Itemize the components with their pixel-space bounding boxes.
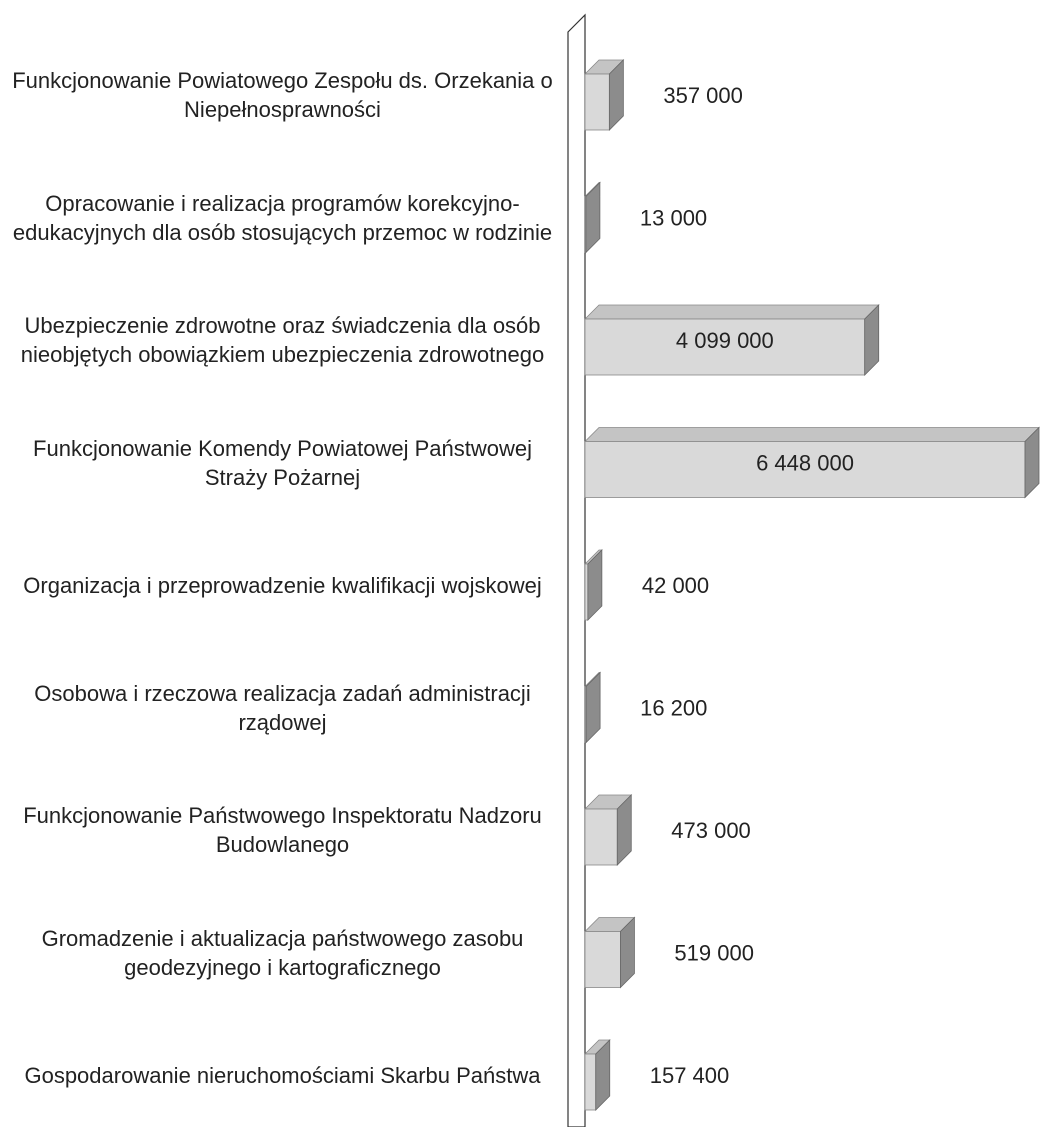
category-label: Gromadzenie i aktualizacja państwowego z… xyxy=(41,925,524,980)
category-label: Funkcjonowanie Komendy Powiatowej Państw… xyxy=(33,435,532,490)
value-label: 157 400 xyxy=(650,1063,730,1088)
bar-side xyxy=(595,1039,611,1111)
bar-side xyxy=(585,671,601,744)
bar xyxy=(584,808,618,866)
value-label: 357 000 xyxy=(663,83,743,108)
value-label: 519 000 xyxy=(674,940,754,965)
value-label: 13 000 xyxy=(640,205,707,230)
bar-side xyxy=(1024,426,1040,499)
bar-side xyxy=(620,916,635,989)
bar xyxy=(584,931,621,988)
value-label: 4 099 000 xyxy=(676,328,774,353)
value-label: 42 000 xyxy=(642,573,709,598)
value-label: 16 200 xyxy=(640,695,707,720)
bar-top xyxy=(584,427,1040,442)
category-label: Organizacja i przeprowadzenie kwalifikac… xyxy=(23,572,542,598)
bar xyxy=(584,318,866,376)
bar xyxy=(584,563,589,621)
bar-side xyxy=(616,794,632,866)
bar-side xyxy=(864,304,880,376)
value-label: 6 448 000 xyxy=(756,450,854,475)
bar-side xyxy=(585,181,601,254)
category-label: Ubezpieczenie zdrowotne oraz świadczenia… xyxy=(20,313,545,367)
bar-side xyxy=(608,59,624,131)
bar xyxy=(584,1053,597,1111)
category-label: Funkcjonowanie Państwowego Inspektoratu … xyxy=(23,803,542,857)
value-label: 473 000 xyxy=(671,818,751,843)
bar xyxy=(584,73,610,131)
category-label: Opracowanie i realizacja programów korek… xyxy=(12,190,553,245)
bar-side xyxy=(587,549,603,621)
category-label: Funkcjonowanie Powiatowego Zespołu ds. O… xyxy=(12,68,553,122)
category-label: Osobowa i rzeczowa realizacja zadań admi… xyxy=(34,680,531,735)
bar-top xyxy=(584,304,880,320)
bar xyxy=(584,441,1026,498)
category-label: Gospodarowanie nieruchomościami Skarbu P… xyxy=(24,1062,541,1088)
axis-wall xyxy=(567,13,586,1127)
